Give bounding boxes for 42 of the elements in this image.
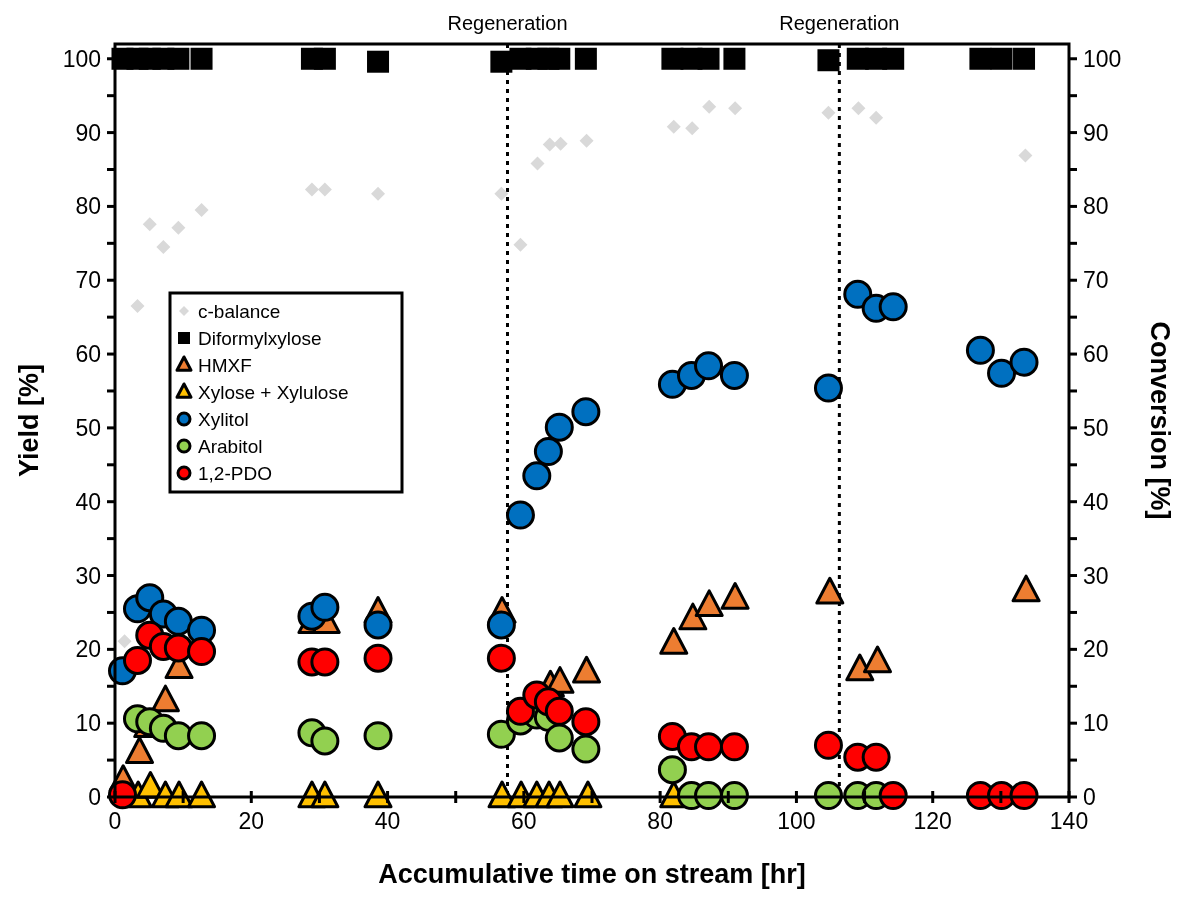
legend-label: Diformylxylose: [198, 328, 322, 349]
ref-line-label: Regeneration: [447, 12, 568, 34]
y-tick-label: 40: [75, 488, 101, 515]
ref-line-label: Regeneration: [779, 12, 900, 34]
legend-label: 1,2-PDO: [198, 463, 272, 484]
y2-tick-label: 80: [1083, 193, 1109, 220]
x-axis-title: Accumulative time on stream [hr]: [378, 859, 806, 889]
y2-tick-label: 20: [1083, 636, 1109, 663]
y2-tick-label: 90: [1083, 119, 1109, 146]
legend-label: Xylose + Xylulose: [198, 382, 349, 403]
x-tick-label: 100: [777, 808, 816, 834]
y-tick-label: 100: [62, 45, 101, 72]
y2-tick-label: 30: [1083, 562, 1109, 589]
y2-tick-label: 0: [1083, 784, 1096, 810]
x-tick-label: 60: [511, 808, 537, 834]
y-tick-label: 30: [75, 562, 101, 589]
y2-tick-label: 10: [1083, 710, 1109, 737]
y2-tick-label: 70: [1083, 267, 1109, 294]
y2-tick-label: 100: [1083, 45, 1122, 72]
y-tick-label: 90: [75, 119, 101, 146]
legend-label: c-balance: [198, 301, 281, 322]
y2-tick-label: 50: [1083, 414, 1109, 441]
x-tick-label: 80: [647, 808, 673, 834]
x-tick-label: 120: [913, 808, 952, 834]
x-tick-label: 40: [374, 808, 401, 834]
legend-label: Arabitol: [198, 436, 263, 457]
y-tick-label: 70: [75, 267, 101, 294]
y2-tick-label: 40: [1083, 488, 1109, 515]
y-tick-label: 0: [88, 784, 101, 810]
y-tick-label: 60: [75, 341, 101, 368]
x-tick-label: 20: [238, 808, 265, 834]
y-tick-label: 80: [75, 193, 101, 220]
y-tick-label: 20: [75, 636, 101, 663]
y-tick-label: 10: [75, 710, 101, 737]
y2-tick-label: 60: [1083, 341, 1109, 368]
y-axis-title: Yield [%]: [14, 363, 44, 478]
y2-axis-title: Conversion [%]: [1145, 321, 1175, 520]
x-tick-label: 0: [108, 808, 122, 834]
x-tick-label: 140: [1049, 808, 1089, 834]
legend-label: HMXF: [198, 355, 252, 376]
y-tick-label: 50: [75, 414, 101, 441]
legend-label: Xylitol: [198, 409, 249, 430]
